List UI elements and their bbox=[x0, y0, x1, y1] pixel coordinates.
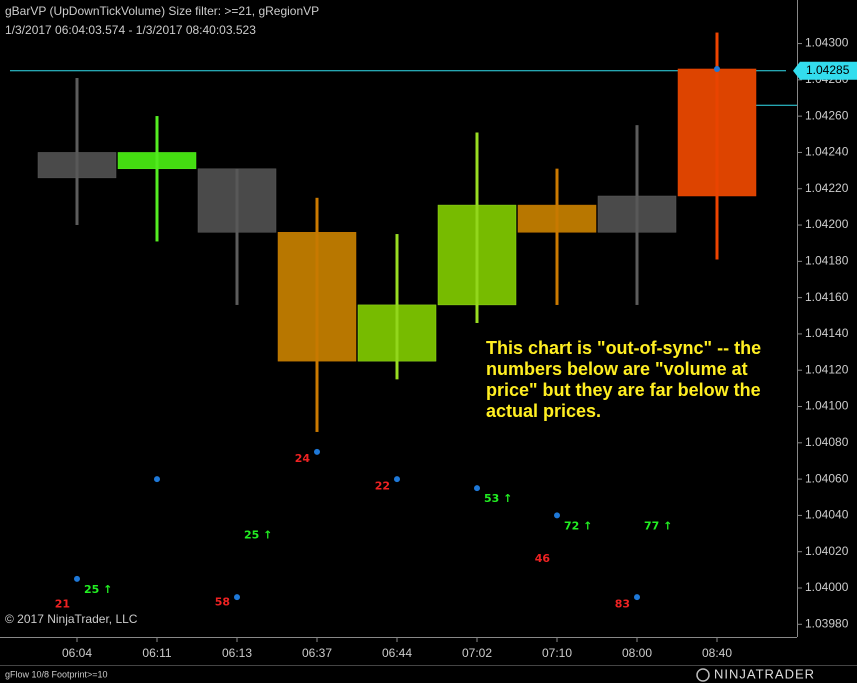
volume-label: 77 ↑ bbox=[644, 519, 672, 532]
y-tick-label: 1.04180 bbox=[805, 254, 849, 268]
x-tick-label: 08:40 bbox=[702, 646, 732, 660]
y-tick-label: 1.04140 bbox=[805, 326, 849, 340]
x-tick-label: 06:37 bbox=[302, 646, 332, 660]
chart-title: gBarVP (UpDownTickVolume) Size filter: >… bbox=[5, 4, 319, 18]
last-price-label: 1.04285 bbox=[806, 63, 850, 77]
price-marker-dot bbox=[394, 476, 400, 483]
volume-label: 83 bbox=[615, 597, 630, 610]
volume-label: 22 bbox=[375, 479, 390, 492]
price-marker-dot bbox=[154, 476, 160, 483]
x-tick-label: 06:04 bbox=[62, 646, 92, 660]
x-tick-label: 07:10 bbox=[542, 646, 572, 660]
volume-label: 25 ↑ bbox=[84, 583, 112, 596]
plot-area: 21 25 ↑ 58 25 ↑ 24 22 53 ↑ 72 ↑ 46 77 ↑ 83 bbox=[10, 32, 797, 610]
y-tick-label: 1.04240 bbox=[805, 145, 849, 159]
logo: NINJATRADER bbox=[714, 666, 815, 681]
x-tick-label: 06:11 bbox=[142, 646, 171, 660]
y-tick-label: 1.04100 bbox=[805, 399, 849, 413]
y-tick-label: 1.04020 bbox=[805, 544, 849, 558]
volume-label: 46 bbox=[535, 552, 551, 565]
logo-icon bbox=[696, 668, 710, 682]
x-tick-label: 07:02 bbox=[462, 646, 492, 660]
price-marker-dot bbox=[634, 594, 640, 601]
x-tick-label: 06:44 bbox=[382, 646, 412, 660]
y-tick-label: 1.04220 bbox=[805, 181, 849, 195]
chart-subtitle: 1/3/2017 06:04:03.574 - 1/3/2017 08:40:0… bbox=[5, 23, 256, 37]
price-marker-dot bbox=[714, 65, 720, 72]
price-marker-dot bbox=[234, 594, 240, 601]
x-tick-label: 06:13 bbox=[222, 646, 252, 660]
price-marker-dot bbox=[554, 512, 560, 519]
y-tick-label: 1.04300 bbox=[805, 36, 849, 50]
volume-label: 72 ↑ bbox=[564, 519, 592, 532]
volume-label: 21 bbox=[55, 597, 70, 610]
y-tick-label: 1.04200 bbox=[805, 217, 849, 231]
copyright: © 2017 NinjaTrader, LLC bbox=[5, 612, 138, 626]
last-price-badge: 1.04285 bbox=[793, 61, 857, 80]
price-marker-dot bbox=[74, 575, 80, 582]
price-marker-dot bbox=[314, 448, 320, 455]
y-tick-label: 1.04160 bbox=[805, 290, 849, 304]
volume-label: 24 bbox=[295, 452, 311, 465]
y-tick-label: 1.04000 bbox=[805, 580, 849, 594]
volume-label: 58 bbox=[215, 596, 230, 609]
y-tick-label: 1.04040 bbox=[805, 508, 849, 522]
y-tick-label: 1.04120 bbox=[805, 362, 849, 376]
y-tick-label: 1.03980 bbox=[805, 616, 849, 630]
annotation: This chart is "out-of-sync" -- the number… bbox=[486, 338, 761, 421]
annotation-text: This chart is "out-of-sync" -- the number… bbox=[486, 338, 761, 421]
y-tick-label: 1.04080 bbox=[805, 435, 849, 449]
footer-text: gFlow 10/8 Footprint>=10 bbox=[5, 669, 108, 679]
price-marker-dot bbox=[474, 485, 480, 492]
volume-label: 25 ↑ bbox=[244, 528, 272, 541]
y-tick-label: 1.04060 bbox=[805, 471, 849, 485]
x-tick-label: 08:00 bbox=[622, 646, 652, 660]
last-price-box bbox=[793, 61, 857, 80]
volume-label: 53 ↑ bbox=[484, 492, 512, 505]
y-tick-label: 1.04260 bbox=[805, 108, 849, 122]
